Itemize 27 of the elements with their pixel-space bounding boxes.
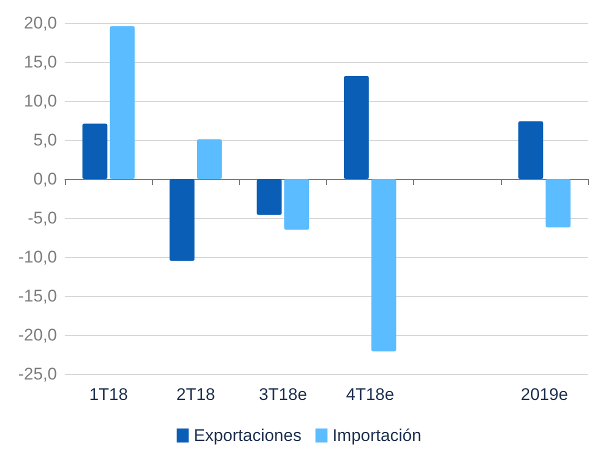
y-tick-label: 0,0 xyxy=(33,170,57,188)
y-tick-label: -10,0 xyxy=(18,248,57,266)
y-tick-label: 10,0 xyxy=(24,92,57,110)
bar xyxy=(344,76,369,179)
legend-label: Importación xyxy=(332,426,422,445)
y-tick-label: 5,0 xyxy=(33,130,57,150)
x-tick-label: 2T18 xyxy=(176,385,216,404)
bar xyxy=(284,179,310,230)
bar xyxy=(256,179,282,215)
bar xyxy=(170,179,195,261)
x-tick-label: 3T18e xyxy=(258,385,308,404)
y-tick-label: 20,0 xyxy=(24,14,57,32)
bar xyxy=(546,179,571,228)
y-tick-label: 15,0 xyxy=(24,52,57,72)
bar xyxy=(518,121,544,179)
x-tick-label: 1T18 xyxy=(89,385,128,404)
y-tick-label: -20,0 xyxy=(18,326,57,344)
bar xyxy=(371,179,396,352)
bar xyxy=(82,124,108,179)
legend-label: Exportaciones xyxy=(194,426,302,445)
y-tick-label: -25,0 xyxy=(18,364,57,384)
y-tick-label: -15,0 xyxy=(18,286,57,306)
bar xyxy=(110,26,135,179)
bar xyxy=(196,139,222,179)
x-tick-label: 2019e xyxy=(520,385,568,404)
x-tick-label: 4T18e xyxy=(346,385,394,404)
y-tick-label: -5,0 xyxy=(28,208,57,228)
